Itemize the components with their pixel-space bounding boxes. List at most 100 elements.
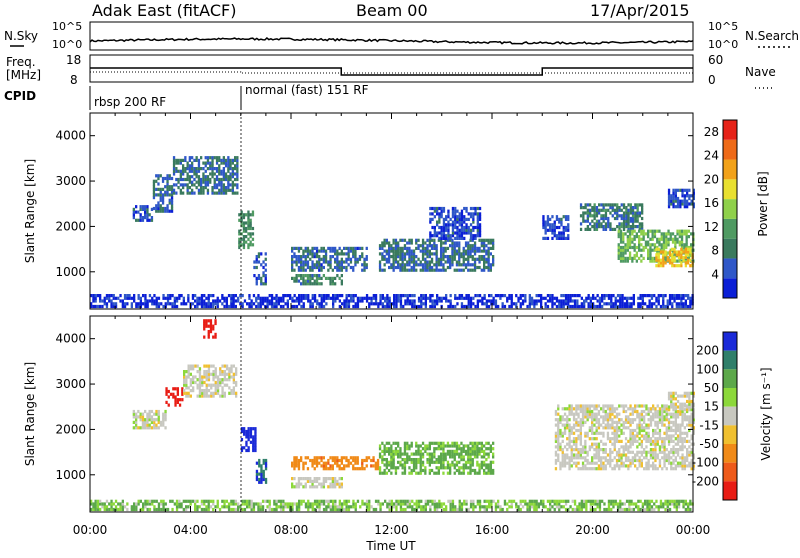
power-cell xyxy=(388,241,390,244)
power-cell xyxy=(300,305,302,308)
power-cell xyxy=(558,231,560,234)
velocity-cell xyxy=(602,448,604,451)
power-cell xyxy=(484,302,486,305)
power-cell xyxy=(409,294,411,297)
power-cell xyxy=(551,229,553,232)
velocity-cell xyxy=(577,404,579,407)
power-cell xyxy=(545,221,547,224)
power-cell xyxy=(265,263,267,266)
velocity-cell xyxy=(654,443,656,446)
velocity-cell xyxy=(632,456,634,459)
velocity-cell xyxy=(124,505,126,508)
power-cell xyxy=(485,250,487,253)
power-cell xyxy=(634,230,636,233)
velocity-cell xyxy=(431,453,433,456)
power-cell xyxy=(397,263,399,266)
velocity-cell xyxy=(449,466,451,469)
velocity-cell xyxy=(397,466,399,469)
velocity-cell xyxy=(399,447,401,450)
velocity-cell xyxy=(440,453,442,456)
velocity-cell xyxy=(677,443,679,446)
power-cell xyxy=(138,294,140,297)
velocity-cell xyxy=(474,455,476,458)
power-cell xyxy=(402,247,404,250)
power-cell xyxy=(252,232,254,235)
power-cell xyxy=(411,299,413,302)
velocity-cell xyxy=(245,441,247,444)
velocity-cell xyxy=(212,365,214,368)
velocity-cell xyxy=(672,421,674,424)
power-cell xyxy=(686,230,688,233)
power-cell xyxy=(221,302,223,305)
power-cell xyxy=(667,302,669,305)
power-cell xyxy=(445,229,447,232)
power-cell xyxy=(420,244,422,247)
velocity-cell xyxy=(654,437,656,440)
power-cell xyxy=(493,302,495,305)
power-cell xyxy=(431,252,433,255)
power-cell xyxy=(236,156,238,159)
velocity-cell xyxy=(686,415,688,418)
power-cell xyxy=(191,181,193,184)
power-cell xyxy=(450,299,452,302)
velocity-cell xyxy=(616,413,618,416)
cpid-segment-1: rbsp 200 RF xyxy=(94,95,166,109)
power-cell xyxy=(434,207,436,210)
velocity-cell xyxy=(438,455,440,458)
power-cell xyxy=(235,294,237,297)
velocity-cell xyxy=(677,410,679,413)
velocity-cell xyxy=(144,418,146,421)
power-cell xyxy=(200,167,202,170)
power-cell xyxy=(296,277,298,280)
velocity-cell xyxy=(206,370,208,373)
velocity-cell xyxy=(675,403,677,406)
power-cell xyxy=(687,294,689,297)
power-cell xyxy=(591,220,593,223)
velocity-cell xyxy=(345,456,347,459)
velocity-cell xyxy=(652,407,654,410)
velocity-cell xyxy=(185,375,187,378)
power-cell xyxy=(454,215,456,218)
nsky-label: N.Sky xyxy=(4,29,38,43)
power-cell xyxy=(609,203,611,206)
power-cell xyxy=(486,302,488,305)
velocity-cell xyxy=(645,424,647,427)
velocity-cell xyxy=(137,426,139,429)
velocity-cell xyxy=(190,389,192,392)
power-cell xyxy=(185,302,187,305)
power-cell xyxy=(305,294,307,297)
power-cell xyxy=(162,177,164,180)
velocity-cell xyxy=(661,443,663,446)
power-cell xyxy=(622,241,624,244)
power-cell xyxy=(576,299,578,302)
power-cell xyxy=(384,305,386,308)
power-cell xyxy=(631,238,633,241)
power-cell xyxy=(680,294,682,297)
power-cell xyxy=(551,237,553,240)
velocity-cell xyxy=(415,472,417,475)
power-cell xyxy=(585,211,587,214)
velocity-cell xyxy=(151,410,153,413)
power-cell xyxy=(644,294,646,297)
velocity-cell xyxy=(661,437,663,440)
velocity-cell xyxy=(208,330,210,333)
power-cell xyxy=(300,255,302,258)
power-cell xyxy=(174,297,176,300)
power-cell xyxy=(472,244,474,247)
velocity-cell xyxy=(224,370,226,373)
velocity-cell xyxy=(208,384,210,387)
velocity-cell xyxy=(332,480,334,483)
cpid-segment-2: normal (fast) 151 RF xyxy=(245,83,369,97)
power-cell xyxy=(563,302,565,305)
power-cell xyxy=(162,294,164,297)
velocity-cell xyxy=(557,418,559,421)
power-cell xyxy=(589,222,591,225)
power-cell xyxy=(587,203,589,206)
power-cell xyxy=(556,297,558,300)
velocity-cell xyxy=(605,424,607,427)
power-cell xyxy=(668,202,670,205)
power-cell xyxy=(458,263,460,266)
velocity-cell xyxy=(568,443,570,446)
velocity-cell xyxy=(451,450,453,453)
velocity-cell xyxy=(559,432,561,435)
